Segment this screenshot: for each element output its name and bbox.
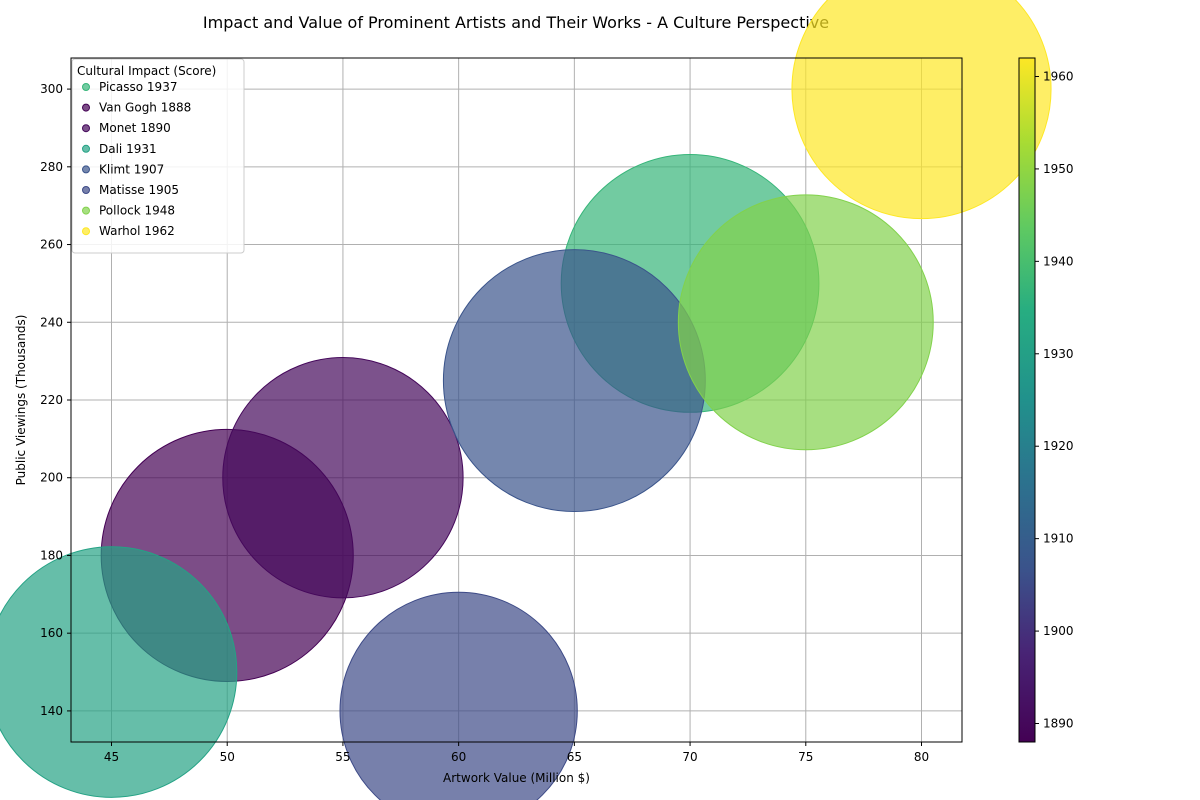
legend-title: Cultural Impact (Score) (77, 64, 216, 78)
legend-marker (82, 165, 90, 174)
colorbar-tick-label: 1910 (1043, 532, 1074, 546)
legend-entry: Klimt 1907 (99, 162, 164, 176)
colorbar-tick-label: 1940 (1043, 254, 1074, 268)
legend-marker (82, 206, 90, 215)
x-axis-ticks: 45 50 55 60 65 70 75 80 (104, 742, 929, 764)
bubble-point[interactable] (0, 546, 238, 798)
legend-marker (82, 144, 90, 153)
bubble-point[interactable] (222, 357, 464, 599)
bubble-point[interactable] (339, 591, 578, 800)
x-tick-label: 50 (220, 750, 235, 764)
bubble-point[interactable] (442, 249, 706, 513)
colorbar: 1890 1900 1910 1920 1930 1940 1950 1960 (1018, 57, 1074, 743)
y-tick-label: 220 (40, 393, 63, 407)
y-axis-ticks: 140 160 180 200 220 240 260 280 300 (40, 82, 71, 718)
colorbar-tick-label: 1960 (1043, 69, 1074, 83)
y-tick-label: 240 (40, 315, 63, 329)
x-axis-label: Artwork Value (Million $) (443, 771, 590, 785)
y-tick-label: 160 (40, 626, 63, 640)
legend-entry: Dali 1931 (99, 142, 157, 156)
legend: Cultural Impact (Score) Picasso 1937 Van G… (71, 58, 245, 254)
bubble-layer (0, 0, 1052, 800)
x-tick-label: 70 (682, 750, 697, 764)
legend-marker (82, 103, 90, 112)
legend-box (71, 58, 245, 254)
legend-entry: Warhol 1962 (99, 224, 175, 238)
x-tick-label: 80 (914, 750, 929, 764)
legend-entry: Matisse 1905 (99, 183, 179, 197)
x-tick-label: 55 (335, 750, 350, 764)
colorbar-tick-label: 1950 (1043, 162, 1074, 176)
y-tick-label: 280 (40, 160, 63, 174)
legend-marker (82, 83, 90, 91)
x-tick-label: 75 (798, 750, 813, 764)
legend-marker (82, 186, 90, 194)
y-tick-label: 300 (40, 82, 63, 96)
chart-title: Impact and Value of Prominent Artists an… (203, 13, 829, 32)
legend-marker (82, 124, 90, 133)
colorbar-tick-label: 1900 (1043, 624, 1074, 638)
colorbar-tick-label: 1890 (1043, 717, 1074, 731)
legend-entry: Pollock 1948 (99, 204, 175, 218)
legend-entry: Monet 1890 (99, 121, 171, 135)
x-tick-label: 65 (567, 750, 582, 764)
bubble-point[interactable] (791, 0, 1052, 220)
x-tick-label: 45 (104, 750, 119, 764)
colorbar-tick-label: 1920 (1043, 439, 1074, 453)
bubble-point[interactable] (677, 194, 934, 451)
y-tick-label: 260 (40, 238, 63, 252)
legend-entry: Picasso 1937 (99, 80, 177, 94)
y-tick-label: 180 (40, 548, 63, 562)
y-tick-label: 140 (40, 704, 63, 718)
x-tick-label: 60 (451, 750, 466, 764)
y-axis-label: Public Viewings (Thousands) (14, 315, 28, 486)
colorbar-tick-label: 1930 (1043, 347, 1074, 361)
colorbar-gradient (1018, 57, 1036, 743)
legend-entry: Van Gogh 1888 (99, 101, 191, 115)
y-tick-label: 200 (40, 471, 63, 485)
legend-marker (82, 227, 90, 236)
